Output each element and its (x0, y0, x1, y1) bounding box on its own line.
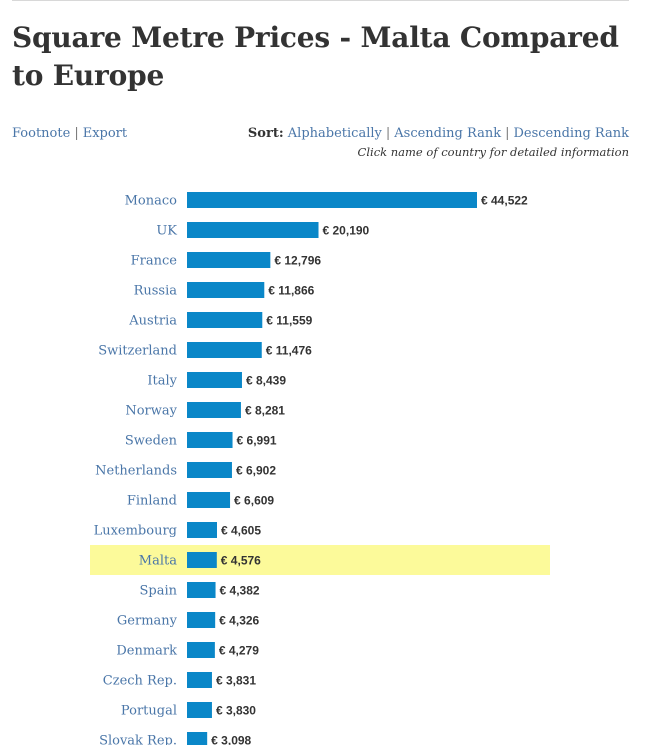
bar-germany (187, 612, 216, 628)
utility-links: Footnote | Export (12, 126, 127, 141)
sort-alphabetically-link[interactable]: Alphabetically (287, 126, 382, 141)
country-label[interactable]: Slovak Rep. (99, 734, 177, 745)
bar-czech-rep (187, 672, 212, 688)
bar-italy (187, 372, 242, 388)
bar-switzerland (187, 342, 262, 358)
bar-slovak-rep (187, 732, 208, 745)
sort-bar: Sort: Alphabetically | Ascending Rank | Desc… (248, 126, 629, 141)
bar-chart: Monaco € 44,522 UK € 20,190 France € 12,796 Ru… (90, 192, 550, 745)
bar-malta (187, 552, 217, 568)
bar-sweden (187, 432, 233, 448)
country-label[interactable]: UK (156, 224, 177, 239)
bar-austria (187, 312, 263, 328)
value-label: € 12,796 (274, 254, 321, 268)
value-label: € 6,609 (234, 494, 274, 508)
value-label: € 11,866 (268, 284, 314, 298)
bar-portugal (187, 702, 212, 718)
highlight-row-malta (90, 545, 550, 575)
country-label[interactable]: Monaco (125, 194, 178, 209)
country-label[interactable]: Denmark (116, 644, 177, 659)
country-label[interactable]: Austria (128, 314, 177, 329)
sort-descending-link[interactable]: Descending Rank (513, 126, 629, 141)
top-divider (12, 0, 629, 1)
value-label: € 4,326 (219, 614, 259, 628)
bar-netherlands (187, 462, 232, 478)
bar-finland (187, 492, 231, 508)
value-label: € 4,605 (221, 524, 261, 538)
country-label[interactable]: Russia (134, 284, 178, 299)
country-label[interactable]: Portugal (121, 704, 177, 719)
bar-france (187, 252, 271, 268)
value-label: € 8,281 (245, 404, 285, 418)
value-label: € 6,902 (236, 464, 276, 478)
country-label[interactable]: Sweden (125, 434, 178, 449)
country-label[interactable]: Italy (147, 374, 177, 389)
value-label: € 11,559 (266, 314, 312, 328)
country-label[interactable]: France (131, 254, 178, 269)
country-label[interactable]: Netherlands (95, 464, 177, 479)
value-label: € 3,098 (211, 734, 251, 745)
value-label: € 3,830 (216, 704, 256, 718)
sort-label: Sort: (247, 126, 284, 141)
value-label: € 4,279 (219, 644, 259, 658)
footnote-link[interactable]: Footnote (12, 126, 71, 141)
bar-uk (187, 222, 319, 238)
bar-russia (187, 282, 265, 298)
sort-ascending-link[interactable]: Ascending Rank (394, 126, 502, 141)
country-label[interactable]: Malta (139, 554, 177, 569)
country-label[interactable]: Luxembourg (94, 524, 177, 539)
page-title: Square Metre Prices - Malta Compared to … (12, 21, 619, 92)
value-label: € 4,576 (221, 554, 261, 568)
value-label: € 4,382 (220, 584, 260, 598)
sort-separator: | (385, 126, 391, 141)
value-label: € 44,522 (481, 194, 528, 208)
export-link[interactable]: Export (82, 126, 128, 141)
country-label[interactable]: Norway (125, 404, 177, 419)
bar-norway (187, 402, 241, 418)
value-label: € 11,476 (266, 344, 312, 358)
country-label[interactable]: Czech Rep. (103, 674, 177, 689)
link-separator: | (74, 126, 79, 141)
sort-separator: | (505, 126, 510, 141)
country-label[interactable]: Spain (139, 584, 177, 599)
country-label[interactable]: Finland (127, 494, 177, 509)
bar-luxembourg (187, 522, 217, 538)
bar-monaco (187, 192, 477, 208)
value-label: € 6,991 (237, 434, 277, 448)
bar-denmark (187, 642, 215, 658)
value-label: € 8,439 (246, 374, 286, 388)
value-label: € 3,831 (216, 674, 256, 688)
bar-spain (187, 582, 216, 598)
country-label[interactable]: Switzerland (98, 344, 177, 359)
country-label[interactable]: Germany (117, 614, 178, 629)
instruction-hint: Click name of country for detailed infor… (357, 145, 629, 159)
value-label: € 20,190 (323, 224, 370, 238)
